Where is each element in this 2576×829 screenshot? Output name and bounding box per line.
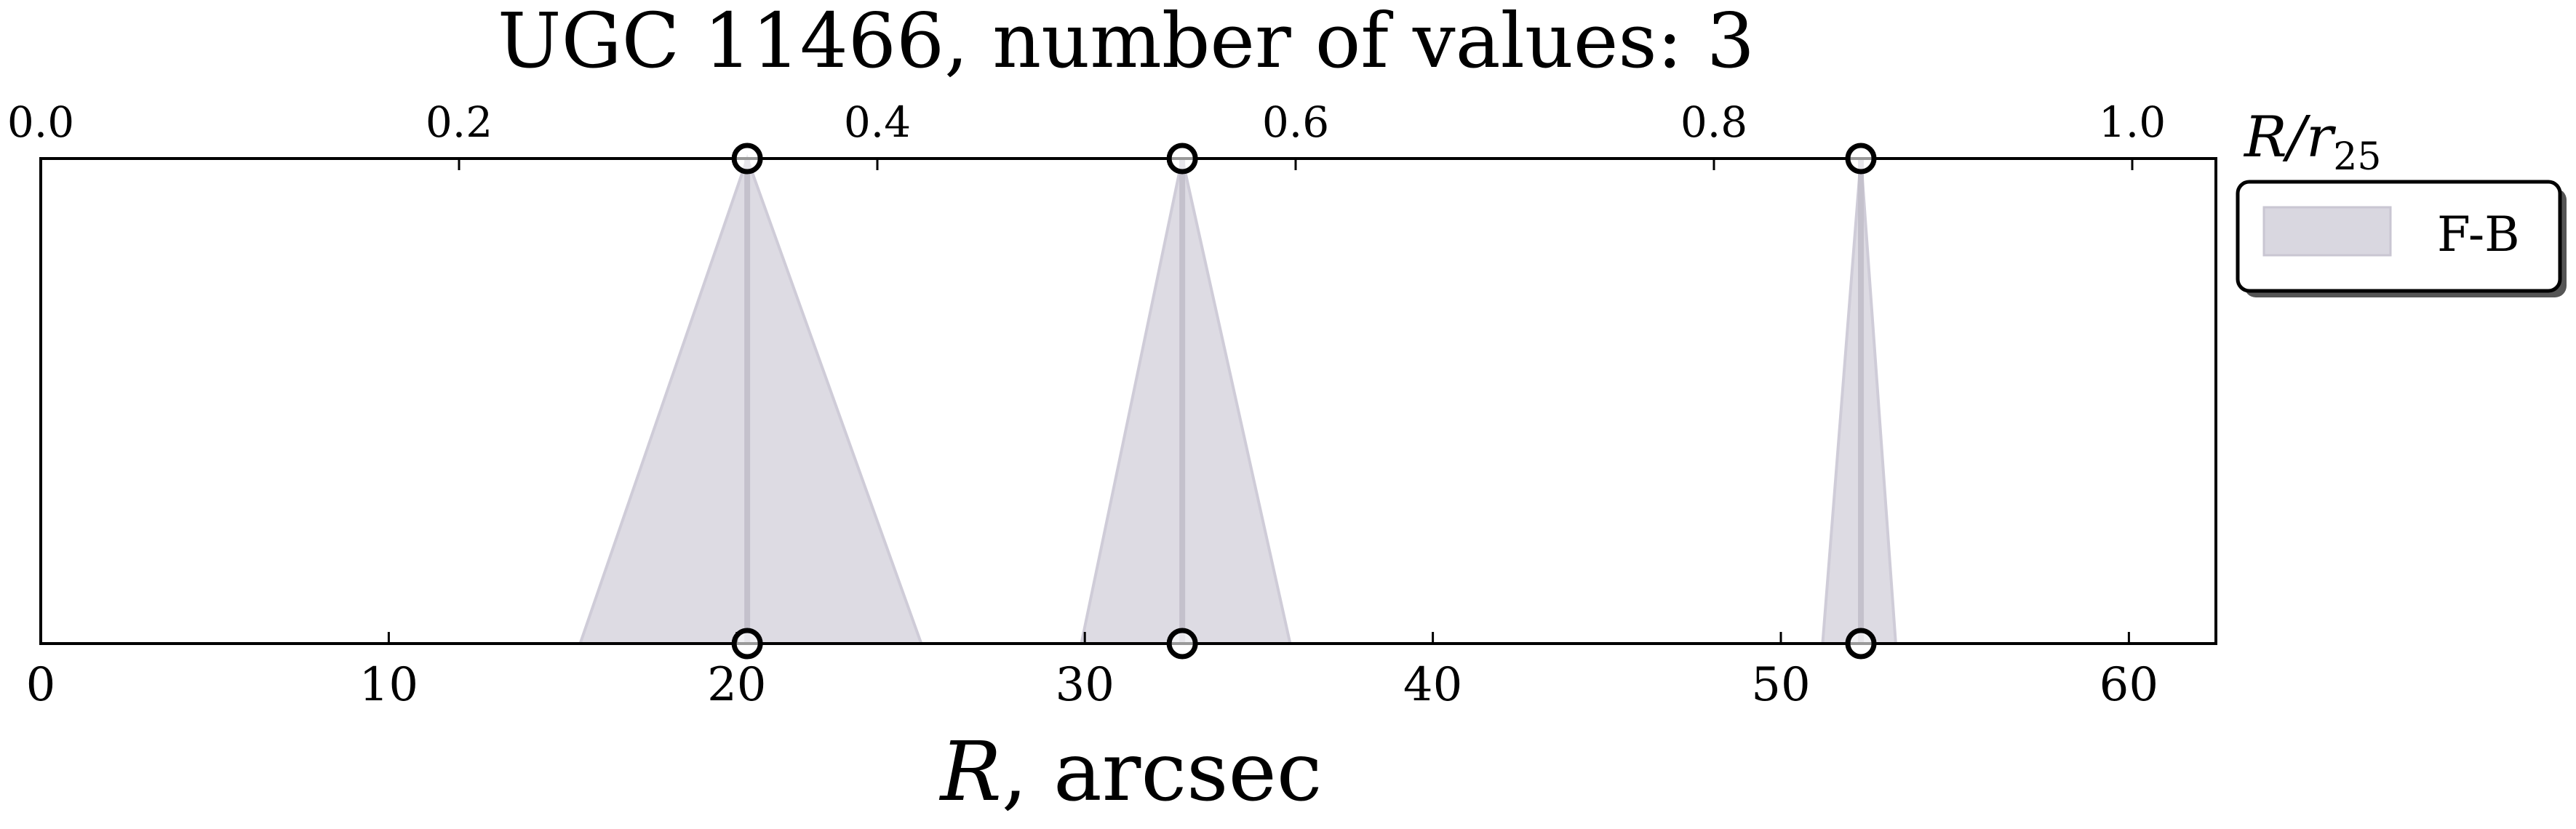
x-tick-label-30: 30 bbox=[1055, 658, 1114, 712]
x-tick-label-40: 40 bbox=[1403, 658, 1462, 712]
top-tick-label-1: 0.2 bbox=[426, 97, 493, 147]
legend-swatch bbox=[2262, 206, 2392, 257]
secondary-axis-label: R/r25 bbox=[2243, 105, 2381, 179]
secondary-axis-label-main: R/r bbox=[2243, 105, 2337, 170]
top-tick-label-0: 0.0 bbox=[7, 97, 74, 147]
x-tick-label-50: 50 bbox=[1751, 658, 1810, 712]
top-tick-label-2: 0.4 bbox=[844, 97, 911, 147]
data-marks bbox=[578, 153, 1898, 645]
point-marker-bottom-1 bbox=[731, 628, 763, 660]
point-marker-top-3 bbox=[1845, 143, 1877, 175]
x-axis-label-unit: , arcsec bbox=[1002, 725, 1323, 820]
chart-title: UGC 11466, number of values: 3 bbox=[498, 0, 1755, 85]
point-marker-top-2 bbox=[1166, 143, 1198, 175]
x-axis-label-symbol: R bbox=[938, 725, 1001, 820]
point-marker-top-1 bbox=[731, 143, 763, 175]
axis-ticks: 0 10 20 30 40 50 60 0.0 0.2 0.4 0.6 0.8 1.0 bbox=[7, 97, 2166, 712]
x-tick-label-60: 60 bbox=[2100, 658, 2158, 712]
error-band-2 bbox=[1079, 158, 1292, 645]
x-tick-label-10: 10 bbox=[359, 658, 418, 712]
legend: F-B bbox=[2236, 180, 2567, 297]
top-tick-label-4: 0.8 bbox=[1680, 97, 1747, 147]
top-tick-label-3: 0.6 bbox=[1262, 97, 1329, 147]
legend-label: F-B bbox=[2437, 207, 2520, 263]
point-marker-bottom-3 bbox=[1845, 628, 1877, 660]
secondary-axis-label-sub: 25 bbox=[2333, 135, 2381, 179]
x-tick-label-0: 0 bbox=[26, 658, 56, 712]
point-marker-bottom-2 bbox=[1166, 628, 1198, 660]
top-tick-label-5: 1.0 bbox=[2099, 97, 2166, 147]
error-band-1 bbox=[578, 153, 924, 645]
x-tick-label-20: 20 bbox=[707, 658, 766, 712]
x-axis-label: R, arcsec bbox=[938, 725, 1322, 820]
plot-frame bbox=[39, 157, 2217, 645]
